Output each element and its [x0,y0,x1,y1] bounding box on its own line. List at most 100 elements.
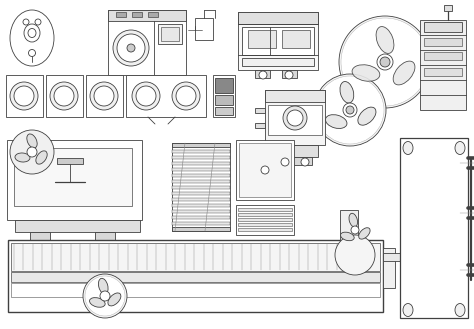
Circle shape [117,34,145,62]
Bar [255,70,270,78]
Ellipse shape [393,61,415,85]
Bar [238,208,292,211]
Bar [238,218,292,221]
Bar [126,75,206,117]
Bar [282,30,310,48]
Bar [282,70,297,78]
Bar [7,140,142,220]
Bar [148,12,158,17]
Bar [30,232,50,242]
Bar [383,248,395,288]
Bar [132,12,142,17]
Circle shape [172,82,200,110]
Bar [172,192,230,195]
Bar [340,210,358,248]
Bar [236,140,294,200]
Bar [400,138,468,318]
Bar [444,5,452,11]
Bar [172,198,230,201]
Circle shape [346,106,354,114]
Bar [172,174,230,177]
Ellipse shape [455,141,465,155]
Circle shape [380,57,390,67]
Circle shape [301,158,309,166]
Circle shape [287,110,303,126]
Bar [215,95,233,105]
Bar [424,52,462,60]
Bar [424,68,462,76]
Bar [242,27,314,55]
Circle shape [285,71,293,79]
Bar [172,150,230,153]
Bar [108,10,186,21]
Circle shape [83,274,127,318]
Ellipse shape [108,293,121,306]
Bar [172,143,230,147]
Bar [6,75,43,117]
Bar [238,12,318,70]
Circle shape [28,49,36,57]
Bar [236,205,294,235]
Bar [86,75,123,117]
Circle shape [50,82,78,110]
Bar [11,272,380,282]
Bar [57,158,83,164]
Circle shape [341,18,429,106]
Circle shape [283,106,307,130]
Bar [15,220,140,232]
Bar [265,90,325,145]
Bar [95,232,115,242]
Circle shape [259,71,267,79]
Circle shape [100,291,110,301]
Ellipse shape [403,141,413,155]
Bar [278,157,312,165]
Circle shape [335,235,375,275]
Bar [172,186,230,189]
Bar [172,216,230,219]
Ellipse shape [99,278,108,294]
Bar [195,18,213,40]
Ellipse shape [349,213,357,227]
Bar [238,228,292,231]
Circle shape [85,276,125,316]
Bar [248,30,276,48]
Bar [172,227,230,231]
Bar [108,10,186,75]
Ellipse shape [27,134,37,148]
Bar [172,180,230,183]
Bar [172,168,230,171]
Bar [172,210,230,213]
Ellipse shape [403,303,413,316]
Ellipse shape [24,24,40,42]
Circle shape [176,86,196,106]
Circle shape [343,103,357,117]
Bar [158,24,182,44]
Bar [8,240,383,312]
Bar [11,243,380,271]
Bar [239,143,291,197]
Circle shape [314,74,386,146]
Ellipse shape [340,232,354,241]
Ellipse shape [455,303,465,316]
Bar [272,145,318,157]
Bar [383,253,403,261]
Ellipse shape [10,10,54,66]
Bar [238,12,318,24]
Ellipse shape [36,151,47,164]
Circle shape [10,130,54,174]
Bar [172,156,230,159]
Bar [213,75,235,117]
Bar [215,78,233,93]
Circle shape [10,82,38,110]
Bar [424,22,462,32]
Bar [420,20,466,110]
Circle shape [351,226,359,234]
Ellipse shape [359,228,370,239]
Bar [14,148,132,206]
Circle shape [316,76,384,144]
Bar [238,223,292,226]
Bar [172,222,230,225]
Ellipse shape [340,82,354,103]
Circle shape [35,19,41,25]
Circle shape [339,16,431,108]
